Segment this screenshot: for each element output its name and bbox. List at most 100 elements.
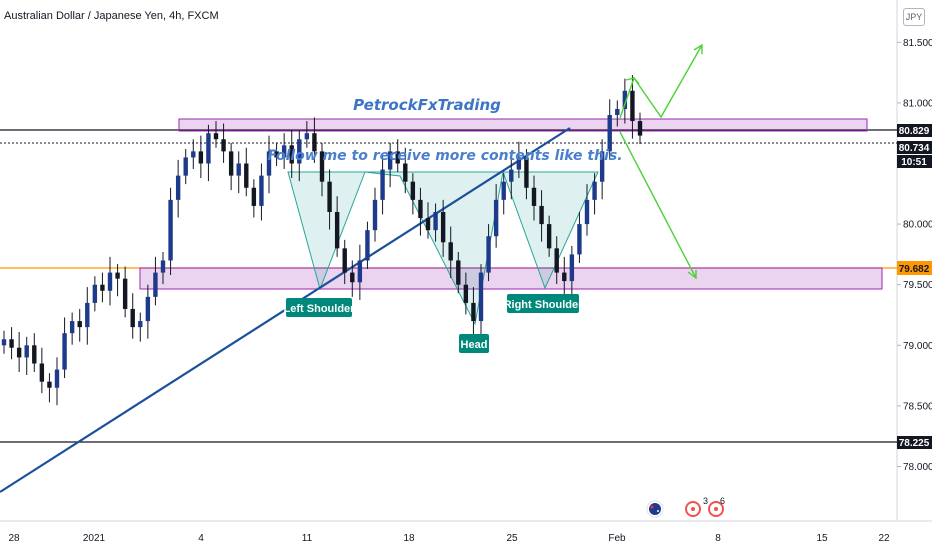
candle-body (32, 345, 37, 364)
candle-body (327, 181, 332, 212)
price-tick-label: 79.500 (903, 280, 932, 291)
price-tag-resistance: 80.829 (897, 124, 932, 137)
follow-text: Follow me to receive more contents like … (267, 148, 622, 164)
candle-body (39, 363, 45, 382)
candle-body (183, 157, 188, 176)
support-zone (139, 267, 883, 290)
candle-body (191, 151, 196, 158)
svg-text:10:51: 10:51 (901, 157, 927, 168)
candle-body (516, 157, 522, 170)
candle-body (463, 284, 469, 303)
svg-text:3: 3 (703, 496, 708, 506)
candle-body (509, 169, 514, 182)
event-icon-1: 3 (685, 496, 708, 517)
price-tick-label: 81.000 (903, 98, 932, 109)
candle-body (9, 339, 14, 348)
currency-badge[interactable]: JPY (903, 8, 925, 26)
candle-body (456, 260, 461, 285)
candle-body (630, 90, 635, 122)
candle-body (493, 199, 499, 237)
candle-body (62, 333, 67, 370)
candle-body (281, 145, 287, 158)
svg-text:Head: Head (461, 339, 488, 351)
candle-body (153, 272, 158, 297)
candle-body (357, 260, 363, 283)
candle-body (524, 157, 529, 188)
candle-body (304, 133, 310, 140)
candle-body (365, 230, 370, 261)
price-tick-label: 78.000 (903, 462, 932, 473)
candle-body (221, 139, 226, 152)
projection-arrows (619, 43, 703, 280)
candle-body (448, 242, 453, 261)
candle-body (592, 181, 597, 200)
price-tick-label: 81.500 (903, 38, 932, 49)
resistance-zone (178, 118, 868, 132)
price-tick-label: 78.500 (903, 401, 932, 412)
candle-body (395, 151, 400, 164)
price-tag-support: 79.682 (897, 261, 932, 275)
candle-body (486, 236, 491, 273)
candle-body (615, 108, 620, 116)
candle-body (266, 151, 272, 176)
time-axis: 28 2021 4 11 18 25 Feb 8 15 22 (8, 533, 890, 544)
time-tick-label: 28 (8, 533, 20, 544)
svg-text:Right Shoulder: Right Shoulder (504, 299, 584, 311)
candle-body (251, 187, 257, 206)
candle-body (440, 211, 446, 243)
candle-body (319, 151, 325, 182)
candles-group (1, 75, 643, 406)
candle-body (380, 169, 385, 200)
candle-body (569, 254, 575, 282)
candle-body (425, 218, 431, 231)
candle-body (100, 284, 105, 291)
candle-body (289, 145, 294, 164)
candle-body (198, 151, 204, 164)
candle-body (122, 278, 128, 309)
candle-body (297, 139, 302, 164)
candle-body (228, 151, 234, 176)
candle-body (312, 133, 317, 152)
candle-body (130, 308, 135, 328)
candle-body (54, 369, 60, 388)
time-tick-label: 15 (816, 533, 828, 544)
brand-text: PetrockFxTrading (353, 96, 501, 114)
candle-body (471, 302, 476, 322)
candle-body (403, 163, 408, 182)
candle-body (138, 321, 143, 328)
price-tick-label: 80.000 (903, 220, 932, 231)
svg-text:80.734: 80.734 (899, 143, 930, 154)
price-tag-last: 80.734 (897, 141, 932, 154)
candle-body (607, 115, 612, 152)
candle-body (433, 211, 438, 231)
candle-body (77, 321, 82, 328)
candle-body (546, 224, 552, 249)
candle-body (236, 163, 241, 176)
candle-body (501, 181, 506, 200)
bearish-projection-arrow (619, 131, 697, 279)
candle-body (115, 272, 120, 279)
candle-body (599, 151, 605, 182)
candle-body (637, 121, 643, 136)
svg-text:80.829: 80.829 (899, 126, 930, 137)
au-flag-icon (646, 500, 664, 518)
candle-body (531, 187, 537, 206)
candle-body (85, 302, 90, 328)
candle-body (107, 272, 113, 291)
candle-body (24, 345, 29, 358)
right-shoulder-label: Right Shoulder (504, 294, 584, 313)
candle-body (160, 260, 166, 273)
candle-body (387, 151, 393, 170)
time-tick-label: 22 (878, 533, 890, 544)
time-tick-label: 2021 (83, 533, 106, 544)
candle-body (478, 272, 484, 322)
candle-body (372, 199, 378, 231)
candle-body (1, 339, 7, 346)
price-tag-lower: 78.225 (897, 436, 932, 449)
candle-body (622, 90, 628, 109)
price-tick-label: 79.000 (903, 341, 932, 352)
candle-body (539, 205, 544, 225)
candle-body (69, 321, 75, 334)
head-label: Head (459, 334, 489, 353)
